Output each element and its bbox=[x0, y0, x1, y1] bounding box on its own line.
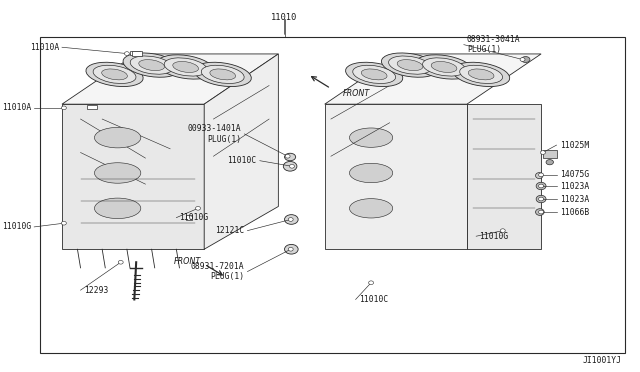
Ellipse shape bbox=[539, 184, 543, 188]
Text: 11010C: 11010C bbox=[359, 295, 388, 304]
Ellipse shape bbox=[86, 62, 143, 87]
Ellipse shape bbox=[194, 62, 252, 87]
Text: 08931-7201A
PLUG(1): 08931-7201A PLUG(1) bbox=[191, 262, 244, 281]
Ellipse shape bbox=[288, 218, 293, 221]
Ellipse shape bbox=[285, 154, 290, 158]
Ellipse shape bbox=[157, 55, 214, 79]
Ellipse shape bbox=[289, 164, 294, 168]
Ellipse shape bbox=[346, 62, 403, 87]
Ellipse shape bbox=[61, 221, 67, 225]
Ellipse shape bbox=[201, 65, 244, 83]
Ellipse shape bbox=[452, 62, 509, 87]
Ellipse shape bbox=[285, 215, 298, 224]
Ellipse shape bbox=[130, 56, 173, 74]
Text: 14075G: 14075G bbox=[559, 170, 589, 179]
Text: 08931-3041A
PLUG(1): 08931-3041A PLUG(1) bbox=[467, 35, 520, 54]
Bar bbox=[40, 37, 625, 353]
Text: 11025M: 11025M bbox=[559, 141, 589, 150]
Ellipse shape bbox=[431, 61, 457, 73]
Text: 12121C: 12121C bbox=[215, 226, 244, 235]
Text: 11010G: 11010G bbox=[179, 213, 209, 222]
Ellipse shape bbox=[123, 53, 180, 77]
Polygon shape bbox=[204, 54, 278, 249]
FancyBboxPatch shape bbox=[132, 51, 141, 56]
Ellipse shape bbox=[388, 56, 431, 74]
Ellipse shape bbox=[285, 153, 296, 161]
Ellipse shape bbox=[536, 209, 544, 215]
Ellipse shape bbox=[362, 69, 387, 80]
Ellipse shape bbox=[285, 244, 298, 254]
Polygon shape bbox=[324, 104, 467, 249]
Ellipse shape bbox=[118, 260, 123, 264]
Ellipse shape bbox=[415, 55, 472, 79]
Text: 11066B: 11066B bbox=[559, 208, 589, 217]
Ellipse shape bbox=[422, 58, 465, 76]
Ellipse shape bbox=[468, 69, 494, 80]
Ellipse shape bbox=[95, 163, 141, 183]
Text: 11010A: 11010A bbox=[29, 43, 59, 52]
Text: 11010: 11010 bbox=[271, 13, 298, 22]
Text: 11010G: 11010G bbox=[2, 222, 31, 231]
Ellipse shape bbox=[397, 60, 423, 71]
Ellipse shape bbox=[173, 61, 198, 73]
Polygon shape bbox=[467, 104, 541, 249]
Ellipse shape bbox=[536, 173, 543, 179]
Ellipse shape bbox=[93, 65, 136, 83]
Ellipse shape bbox=[164, 58, 207, 76]
Ellipse shape bbox=[124, 52, 129, 55]
Ellipse shape bbox=[500, 229, 505, 232]
Bar bbox=[86, 105, 97, 109]
Ellipse shape bbox=[460, 65, 502, 83]
Ellipse shape bbox=[95, 198, 141, 219]
Text: 00933-1401A
PLUG(1): 00933-1401A PLUG(1) bbox=[188, 124, 241, 144]
FancyBboxPatch shape bbox=[186, 215, 193, 220]
Ellipse shape bbox=[349, 128, 393, 147]
Ellipse shape bbox=[546, 160, 554, 165]
Text: 11010G: 11010G bbox=[479, 232, 509, 241]
Bar bbox=[130, 51, 140, 55]
Text: 12293: 12293 bbox=[84, 286, 108, 295]
Ellipse shape bbox=[369, 281, 374, 285]
Ellipse shape bbox=[539, 210, 543, 214]
Ellipse shape bbox=[349, 199, 393, 218]
Ellipse shape bbox=[288, 247, 293, 251]
Polygon shape bbox=[324, 54, 541, 104]
Ellipse shape bbox=[539, 197, 543, 201]
Ellipse shape bbox=[61, 106, 67, 110]
Text: 11023A: 11023A bbox=[559, 195, 589, 203]
Ellipse shape bbox=[539, 173, 543, 177]
Ellipse shape bbox=[284, 161, 297, 171]
Ellipse shape bbox=[353, 65, 396, 83]
Ellipse shape bbox=[520, 58, 525, 61]
Text: 11010C: 11010C bbox=[227, 156, 257, 165]
Polygon shape bbox=[62, 104, 204, 249]
Polygon shape bbox=[62, 54, 278, 104]
Ellipse shape bbox=[349, 163, 393, 183]
Ellipse shape bbox=[139, 60, 164, 71]
Ellipse shape bbox=[210, 69, 236, 80]
Ellipse shape bbox=[540, 151, 545, 154]
Ellipse shape bbox=[522, 57, 530, 62]
Ellipse shape bbox=[536, 195, 546, 203]
Ellipse shape bbox=[95, 128, 141, 148]
Text: JI1001YJ: JI1001YJ bbox=[582, 356, 621, 365]
Ellipse shape bbox=[196, 206, 200, 210]
Text: 11010A: 11010A bbox=[2, 103, 31, 112]
Text: FRONT: FRONT bbox=[174, 257, 201, 266]
Ellipse shape bbox=[102, 69, 127, 80]
Ellipse shape bbox=[381, 53, 438, 77]
Bar bbox=[543, 150, 557, 158]
Text: 11023A: 11023A bbox=[559, 182, 589, 190]
Ellipse shape bbox=[536, 182, 546, 190]
Text: FRONT: FRONT bbox=[343, 89, 371, 97]
